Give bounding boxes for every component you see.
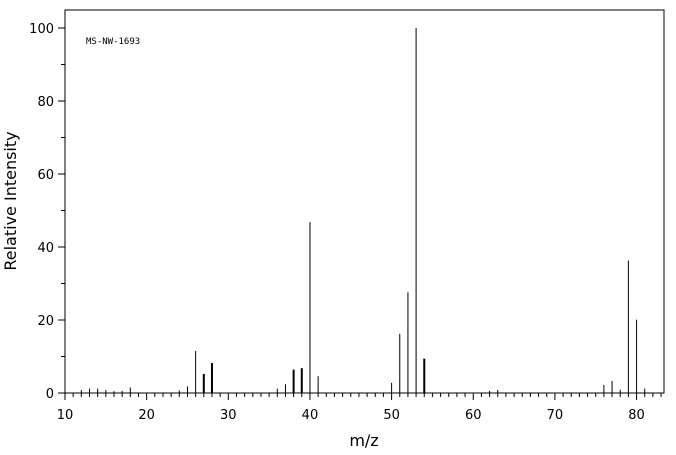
x-axis-ticks: 10 20 30 40 50 60 70 80 <box>57 393 662 423</box>
x-tick-label: 80 <box>628 408 645 423</box>
y-tick-label: 40 <box>37 241 54 256</box>
x-tick-label: 20 <box>138 408 155 423</box>
x-tick-label: 10 <box>57 408 74 423</box>
y-axis-ticks: 0 20 40 60 80 100 <box>29 22 65 402</box>
x-tick-label: 70 <box>547 408 564 423</box>
spectrum-peaks <box>80 28 646 393</box>
x-tick-label: 50 <box>383 408 400 423</box>
x-tick-label: 40 <box>302 408 319 423</box>
y-tick-label: 0 <box>46 387 54 402</box>
y-tick-label: 80 <box>37 95 54 110</box>
y-tick-label: 20 <box>37 314 54 329</box>
x-tick-label: 60 <box>465 408 482 423</box>
x-axis-title: m/z <box>349 431 378 450</box>
y-tick-label: 60 <box>37 168 54 183</box>
plot-frame <box>64 9 665 394</box>
spectrum-code-label: MS-NW-1693 <box>86 37 140 47</box>
x-tick-label: 30 <box>220 408 237 423</box>
y-tick-label: 100 <box>29 22 54 37</box>
y-axis-title: Relative Intensity <box>1 131 20 270</box>
